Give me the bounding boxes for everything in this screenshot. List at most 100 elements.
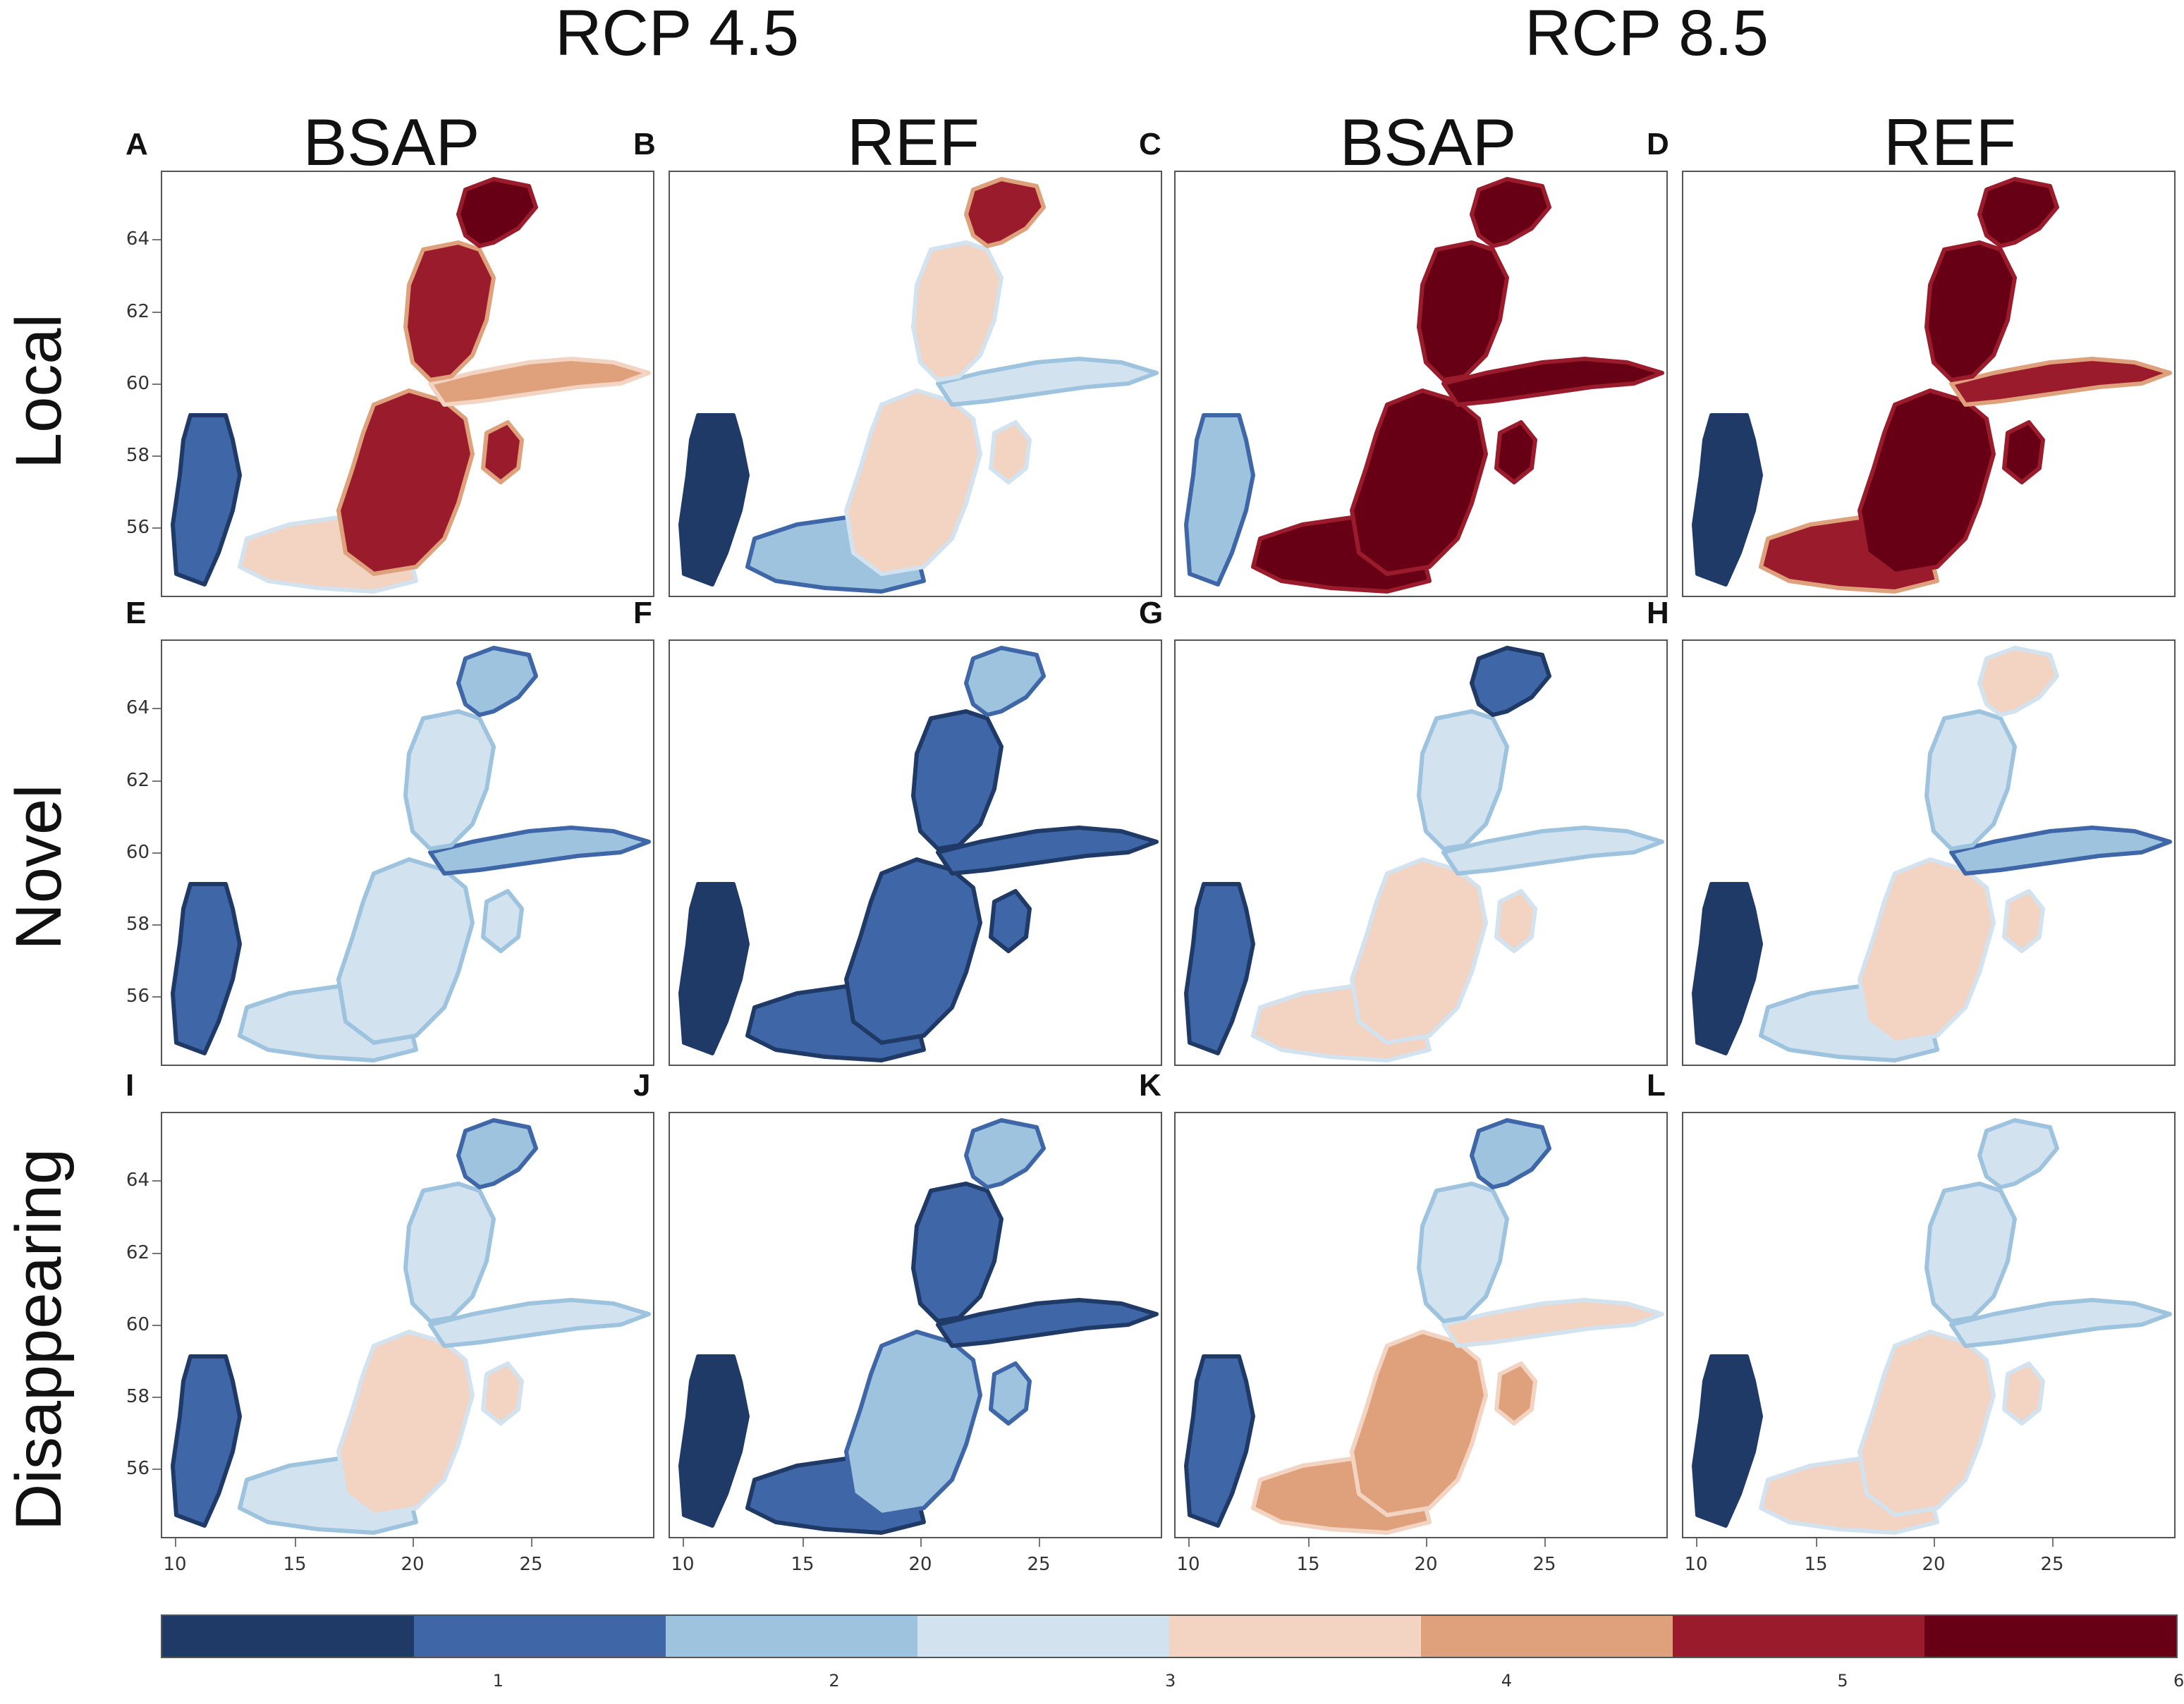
colorbar-tick-label: 4 (1501, 1671, 1512, 1691)
panel-letter-a: A (126, 127, 148, 161)
longitude-tick: 10 (163, 1554, 187, 1575)
baltic-sea-map (171, 1118, 651, 1535)
region-gulf-riga (481, 1361, 524, 1426)
region-gulf-finland (428, 1298, 651, 1348)
longitude-tick: 25 (1532, 1554, 1556, 1575)
map-panel-k (1174, 1112, 1668, 1538)
baltic-sea-map (171, 646, 651, 1062)
latitude-tick: 56 (126, 517, 150, 538)
map-panel-d (1682, 171, 2176, 597)
region-proper (1857, 388, 1996, 576)
longitude-tick: 20 (1922, 1554, 1946, 1575)
latitude-tick: 64 (126, 1170, 150, 1191)
baltic-sea-map (678, 1118, 1159, 1535)
region-bothnian-sea (911, 1182, 1003, 1323)
region-gulf-riga (481, 889, 524, 953)
latitude-tick: 60 (126, 373, 150, 394)
colorbar-tick-label: 3 (1165, 1671, 1176, 1691)
region-kattegat (171, 882, 242, 1055)
region-proper (1857, 1330, 1996, 1517)
panel-letter-j: J (633, 1068, 651, 1103)
region-gulf-riga (1494, 1361, 1537, 1426)
colorbar-tick-label: 1 (492, 1671, 504, 1691)
colorbar-tick-label: 5 (1837, 1671, 1848, 1691)
colorbar-swatch (1421, 1616, 1673, 1657)
region-north (964, 1118, 1046, 1189)
region-gulf-finland (1949, 1298, 2172, 1348)
region-north (964, 177, 1046, 248)
region-bothnian-sea (1417, 709, 1509, 851)
region-gulf-finland (1949, 357, 2172, 407)
map-panel-e (161, 639, 654, 1066)
panel-letter-b: B (633, 127, 656, 161)
longitude-tick: 15 (283, 1554, 307, 1575)
longitude-tick: 20 (401, 1554, 425, 1575)
region-gulf-riga (989, 889, 1032, 953)
longitude-tick: 25 (1027, 1554, 1051, 1575)
region-bothnian-sea (1924, 709, 2017, 851)
longitude-tick: 20 (1414, 1554, 1438, 1575)
panel-letter-g: G (1139, 596, 1164, 630)
region-north (1977, 177, 2059, 248)
region-proper (336, 388, 475, 576)
region-bothnian-sea (403, 709, 496, 851)
panel-letter-l: L (1647, 1068, 1666, 1103)
baltic-sea-map (1184, 177, 1664, 594)
region-gulf-riga (481, 420, 524, 484)
latitude-tick: 58 (126, 914, 150, 935)
region-gulf-finland (1949, 826, 2172, 876)
region-gulf-riga (2002, 420, 2045, 484)
column-label-bsap-85: BSAP (1339, 105, 1517, 179)
region-north (964, 646, 1046, 717)
region-kattegat (1692, 882, 1763, 1055)
map-panel-h (1682, 639, 2176, 1066)
longitude-tick: 10 (1684, 1554, 1708, 1575)
scenario-rcp85: RCP 8.5 (1524, 0, 1769, 69)
row-label-disappearing: Disappearing (3, 1148, 75, 1531)
region-proper (1350, 388, 1488, 576)
colorbar-swatch (162, 1616, 414, 1657)
region-kattegat (1692, 1354, 1763, 1528)
map-panel-l (1682, 1112, 2176, 1538)
latitude-tick: 58 (126, 445, 150, 466)
panel-letter-e: E (126, 596, 147, 630)
region-bothnian-sea (403, 1182, 496, 1323)
colorbar-swatch (1169, 1616, 1421, 1657)
panel-letter-i: I (126, 1068, 135, 1103)
region-bothnian-sea (1417, 1182, 1509, 1323)
region-proper (844, 388, 982, 576)
longitude-tick: 25 (519, 1554, 543, 1575)
region-kattegat (171, 1354, 242, 1528)
map-panel-b (669, 171, 1162, 597)
region-north (456, 646, 538, 717)
region-gulf-finland (428, 357, 651, 407)
map-panel-j (669, 1112, 1162, 1538)
region-gulf-riga (989, 420, 1032, 484)
latitude-tick: 60 (126, 1314, 150, 1335)
row-label-novel: Novel (3, 784, 75, 950)
region-kattegat (1184, 413, 1255, 587)
baltic-sea-map (1184, 646, 1664, 1062)
region-bothnian-sea (1924, 1182, 2017, 1323)
latitude-tick: 64 (126, 697, 150, 718)
longitude-tick: 15 (791, 1554, 815, 1575)
colorbar-swatch (1673, 1616, 1924, 1657)
map-panel-a (161, 171, 654, 597)
map-panel-f (669, 639, 1162, 1066)
region-north (1470, 1118, 1551, 1189)
region-kattegat (1692, 413, 1763, 587)
region-gulf-finland (428, 826, 651, 876)
region-kattegat (678, 1354, 750, 1528)
baltic-sea-map (1692, 177, 2172, 594)
column-label-ref-85: REF (1884, 105, 2016, 179)
region-north (1470, 646, 1551, 717)
region-proper (1857, 857, 1996, 1045)
latitude-tick: 64 (126, 228, 150, 250)
region-gulf-riga (2002, 889, 2045, 953)
region-kattegat (678, 882, 750, 1055)
region-north (1470, 177, 1551, 248)
region-proper (844, 857, 982, 1045)
region-gulf-finland (1441, 826, 1664, 876)
colorbar-tick-label: 2 (829, 1671, 840, 1691)
region-gulf-finland (936, 357, 1159, 407)
